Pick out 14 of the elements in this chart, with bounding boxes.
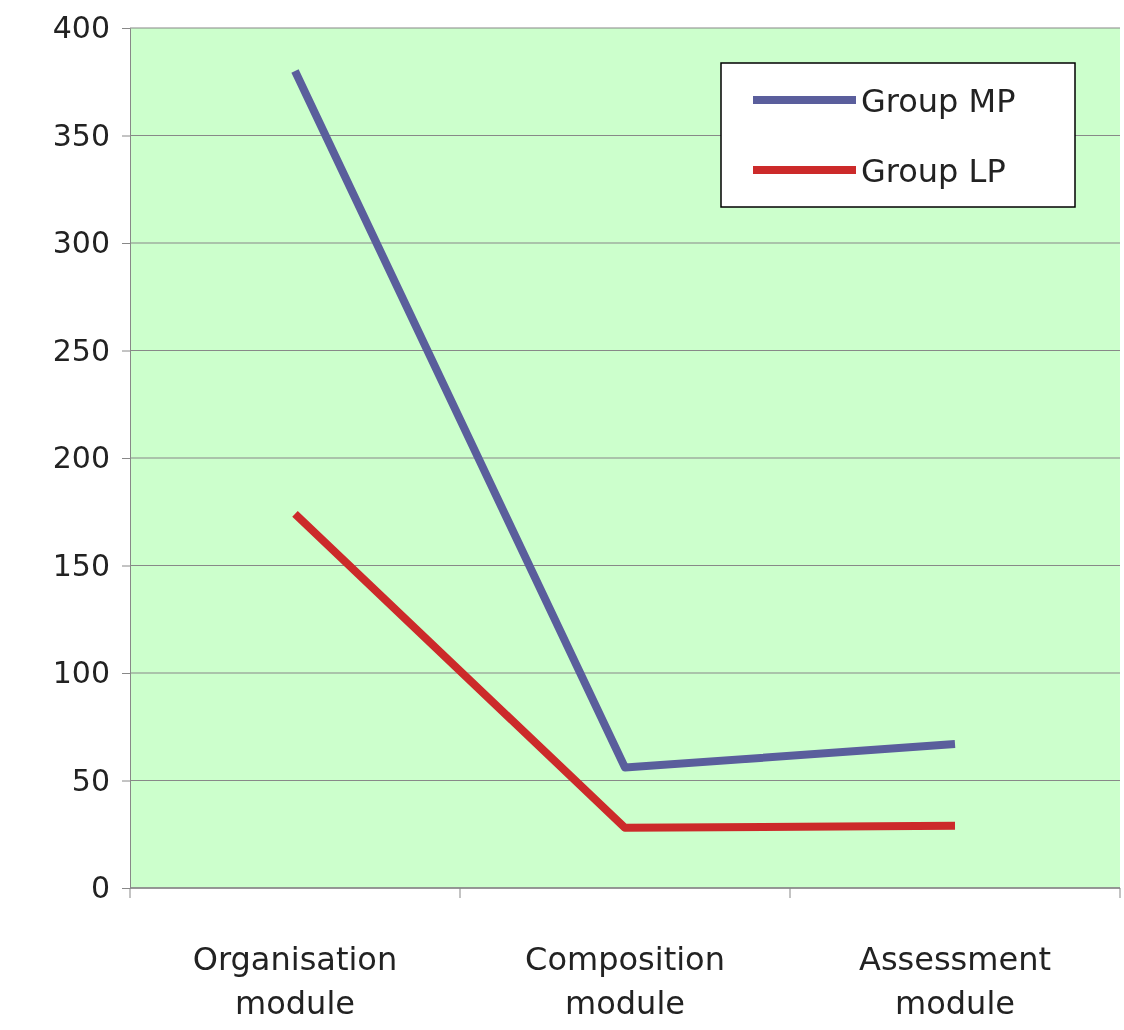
y-tick-label: 300 [52,225,110,261]
y-tick-label: 250 [52,332,110,368]
y-tick-label: 100 [52,655,110,691]
y-tick-label: 400 [52,10,110,46]
legend-label: Group LP [861,152,1006,190]
x-tick-label: Assessment module [859,940,1051,1022]
y-tick-label: 200 [52,440,110,476]
x-tick-label: Organisation module [192,940,398,1022]
y-tick-label: 150 [52,547,110,583]
x-tick-label: Composition module [525,940,725,1022]
y-tick-label: 50 [71,762,110,798]
legend-label: Group MP [861,82,1016,120]
y-tick-label: 350 [52,117,110,153]
y-tick-label: 0 [90,870,110,906]
